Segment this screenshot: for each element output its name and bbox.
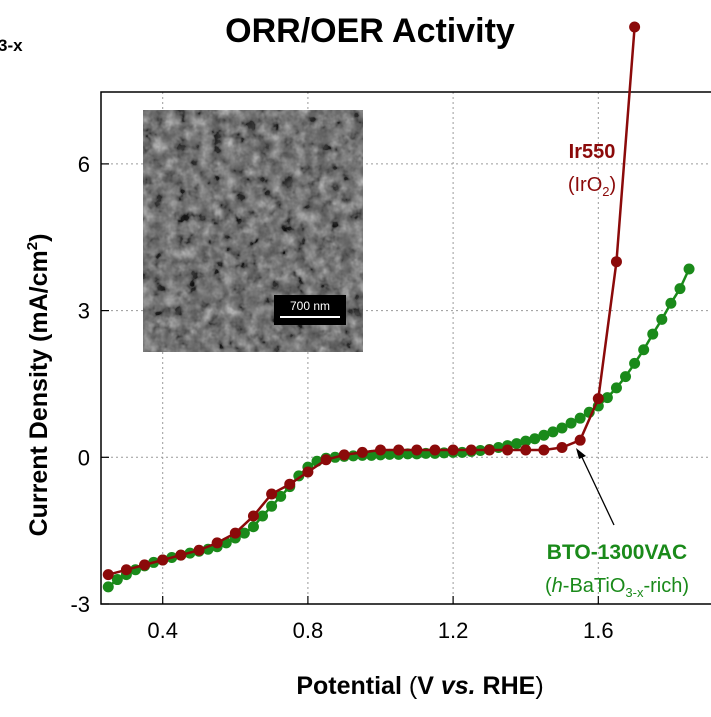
- data-point: [629, 357, 641, 369]
- data-point: [447, 444, 459, 456]
- data-point: [429, 444, 441, 456]
- data-point: [193, 544, 205, 556]
- y-tick-label: 6: [78, 152, 90, 177]
- data-point: [257, 510, 269, 522]
- x-tick-label: 1.6: [583, 618, 614, 643]
- data-point: [157, 554, 169, 566]
- data-point: [211, 537, 223, 549]
- data-point: [629, 21, 641, 33]
- data-point: [120, 564, 132, 576]
- data-point: [483, 444, 495, 456]
- data-point: [592, 393, 604, 405]
- data-point: [574, 412, 586, 424]
- data-point: [266, 488, 278, 500]
- data-point: [656, 313, 668, 325]
- chart-title: ORR/OER Activity: [225, 12, 515, 50]
- data-point: [375, 444, 387, 456]
- data-point: [529, 433, 541, 445]
- scale-bar-label: 700 nm: [290, 299, 330, 313]
- series-overflow: [102, 21, 641, 581]
- axis-ticks: [101, 163, 599, 605]
- iro2-label: (IrO2): [568, 174, 616, 199]
- data-point: [511, 438, 523, 450]
- cropped-label-fragment: 3-x: [0, 36, 23, 55]
- data-point: [556, 442, 568, 454]
- data-point: [247, 510, 259, 522]
- bto-label: BTO-1300VAC: [547, 541, 687, 564]
- x-tick-labels: 0.4 0.8 1.2 1.6: [147, 618, 613, 643]
- data-point: [229, 527, 241, 539]
- data-point: [275, 490, 287, 502]
- data-point: [565, 417, 577, 429]
- data-point: [502, 444, 514, 456]
- data-point: [102, 581, 114, 593]
- y-tick-label: 0: [78, 445, 90, 470]
- annotation-arrowhead: [576, 448, 586, 459]
- data-point: [320, 454, 332, 466]
- plot-frame: [100, 91, 711, 605]
- data-point: [538, 429, 550, 441]
- data-point: [465, 444, 477, 456]
- y-axis-label: Current Density (mA/cm2): [24, 234, 53, 537]
- annotation-arrow: [579, 452, 615, 526]
- data-point: [647, 328, 659, 340]
- data-point: [384, 448, 396, 460]
- data-point: [638, 344, 650, 356]
- x-tick-label: 1.2: [438, 618, 469, 643]
- data-point: [284, 478, 296, 490]
- x-axis-label: Potential (V vs. RHE): [296, 672, 543, 700]
- scale-bar-box: [274, 295, 346, 325]
- data-point: [538, 444, 550, 456]
- data-point: [247, 521, 259, 533]
- data-point: [175, 549, 187, 561]
- bto-formula-label: (h-BaTiO3-x-rich): [545, 575, 689, 600]
- data-point: [620, 371, 632, 383]
- data-point: [556, 422, 568, 434]
- x-tick-label: 0.4: [147, 618, 178, 643]
- data-point: [411, 444, 423, 456]
- data-point: [601, 392, 613, 404]
- data-point: [665, 297, 677, 309]
- data-point: [393, 444, 405, 456]
- data-point: [574, 434, 586, 446]
- data-point: [610, 382, 622, 394]
- data-point: [266, 500, 278, 512]
- ir550-label: Ir550: [569, 141, 616, 163]
- y-tick-label: 3: [78, 299, 90, 324]
- data-point: [356, 446, 368, 458]
- data-point: [238, 527, 250, 539]
- x-tick-label: 0.8: [293, 618, 324, 643]
- data-point: [610, 256, 622, 268]
- y-tick-labels: -3 0 3 6: [70, 152, 90, 617]
- data-point: [111, 574, 123, 586]
- sem-inset-image: 700 nm: [143, 110, 363, 352]
- data-point: [674, 283, 686, 295]
- data-point: [302, 466, 314, 478]
- data-point: [102, 569, 114, 581]
- data-point: [338, 449, 350, 461]
- data-point: [139, 559, 151, 571]
- data-point: [520, 444, 532, 456]
- y-tick-label: -3: [70, 592, 90, 617]
- data-point: [520, 435, 532, 447]
- data-point: [547, 426, 559, 438]
- data-point: [683, 263, 695, 275]
